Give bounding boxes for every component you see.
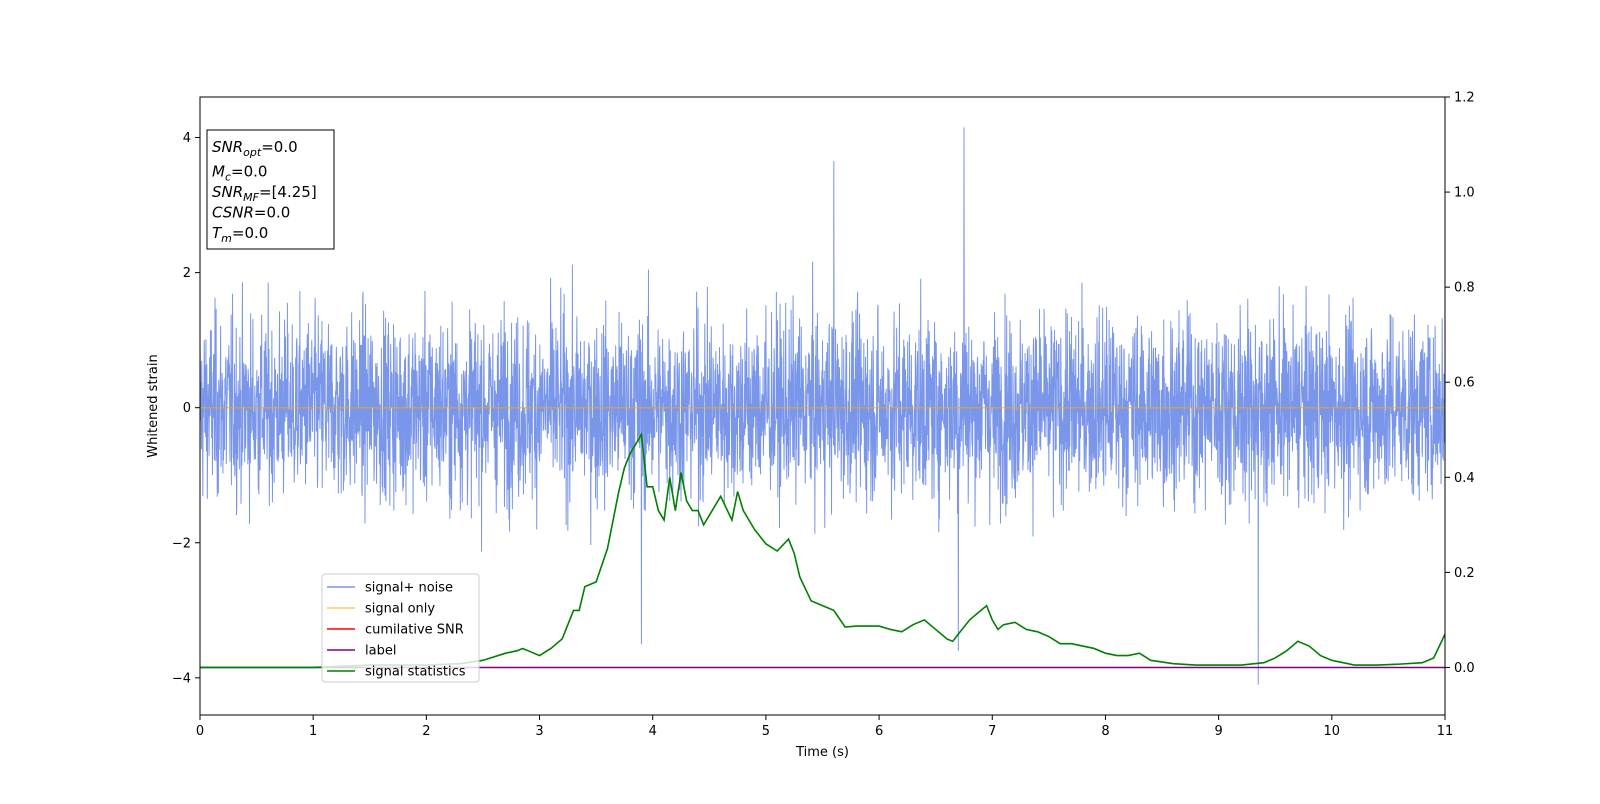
y-tick-label: 2 [183,266,191,281]
legend-label: signal statistics [365,665,466,680]
y-right-tick-label: 0.6 [1454,376,1475,391]
info-line-value: =0.0 [254,204,290,222]
legend-label: signal+ noise [365,581,453,596]
x-tick-label: 0 [196,724,204,739]
y-right-tick-label: 0.8 [1454,281,1475,296]
info-line-value: =0.0 [231,163,267,181]
x-tick-label: 2 [422,724,430,739]
x-tick-label: 1 [309,724,317,739]
y-right-tick-label: 0.2 [1454,566,1475,581]
info-line-value: =[4.25] [259,183,317,201]
plot-frame [199,96,1446,716]
info-line: CSNR=0.0 [212,204,290,222]
series-line-signal-noise [199,127,1446,685]
x-tick-label: 5 [762,724,770,739]
info-line-value: =0.0 [261,138,297,156]
info-line: SNRMF=[4.25] [212,183,317,204]
legend-label: cumilative SNR [365,623,464,638]
x-tick-label: 3 [535,724,543,739]
x-tick-label: 6 [875,724,883,739]
info-line-sub: m [221,232,232,245]
y-tick-label: 0 [183,401,191,416]
info-line-base: M [212,163,225,181]
y-right-tick-label: 0.4 [1454,471,1475,486]
x-tick-label: 4 [649,724,657,739]
info-line: Tm=0.0 [212,224,268,245]
x-tick-label: 10 [1324,724,1341,739]
axes: Time (s) Whitened strain 0 1 2 3 4 5 6 7 8 9 10 11 4… [146,91,1475,761]
x-tick-label: 7 [988,724,996,739]
series-line-signal-statistics [200,432,1446,669]
info-line-sub: opt [243,146,262,159]
y-right-tick-label: 1.0 [1454,186,1475,201]
x-tick-label: 11 [1437,724,1454,739]
info-line-base: CSNR [212,204,254,222]
info-line: Mc=0.0 [212,163,267,184]
x-tick-label: 8 [1101,724,1109,739]
x-axis-label: Time (s) [795,745,849,760]
info-line-base: SNR [212,138,243,156]
legend: signal+ noise signal only cumilative SNR la… [321,573,480,683]
info-box-frame [206,129,335,250]
legend-label: label [365,644,396,659]
y-right-tick-label: 0.0 [1454,661,1475,676]
info-line-value: =0.0 [232,224,268,242]
y-tick-label: 4 [183,131,191,146]
info-line-base: SNR [212,183,243,201]
x-tick-label: 9 [1214,724,1222,739]
legend-frame [321,573,480,683]
y-tick-label: −4 [172,671,191,686]
info-line-sub: MF [243,191,259,204]
info-line-base: T [212,224,223,242]
info-line: SNRopt=0.0 [212,138,298,159]
info-line-sub: c [225,171,231,184]
signal-noise-series [199,127,1446,685]
y-tick-label: −2 [172,536,191,551]
y-axis-label: Whitened strain [146,354,161,457]
y-right-tick-label: 1.2 [1454,91,1475,106]
legend-label: signal only [365,602,435,617]
info-box: SNRopt=0.0Mc=0.0SNRMF=[4.25]CSNR=0.0Tm=0… [206,129,335,250]
